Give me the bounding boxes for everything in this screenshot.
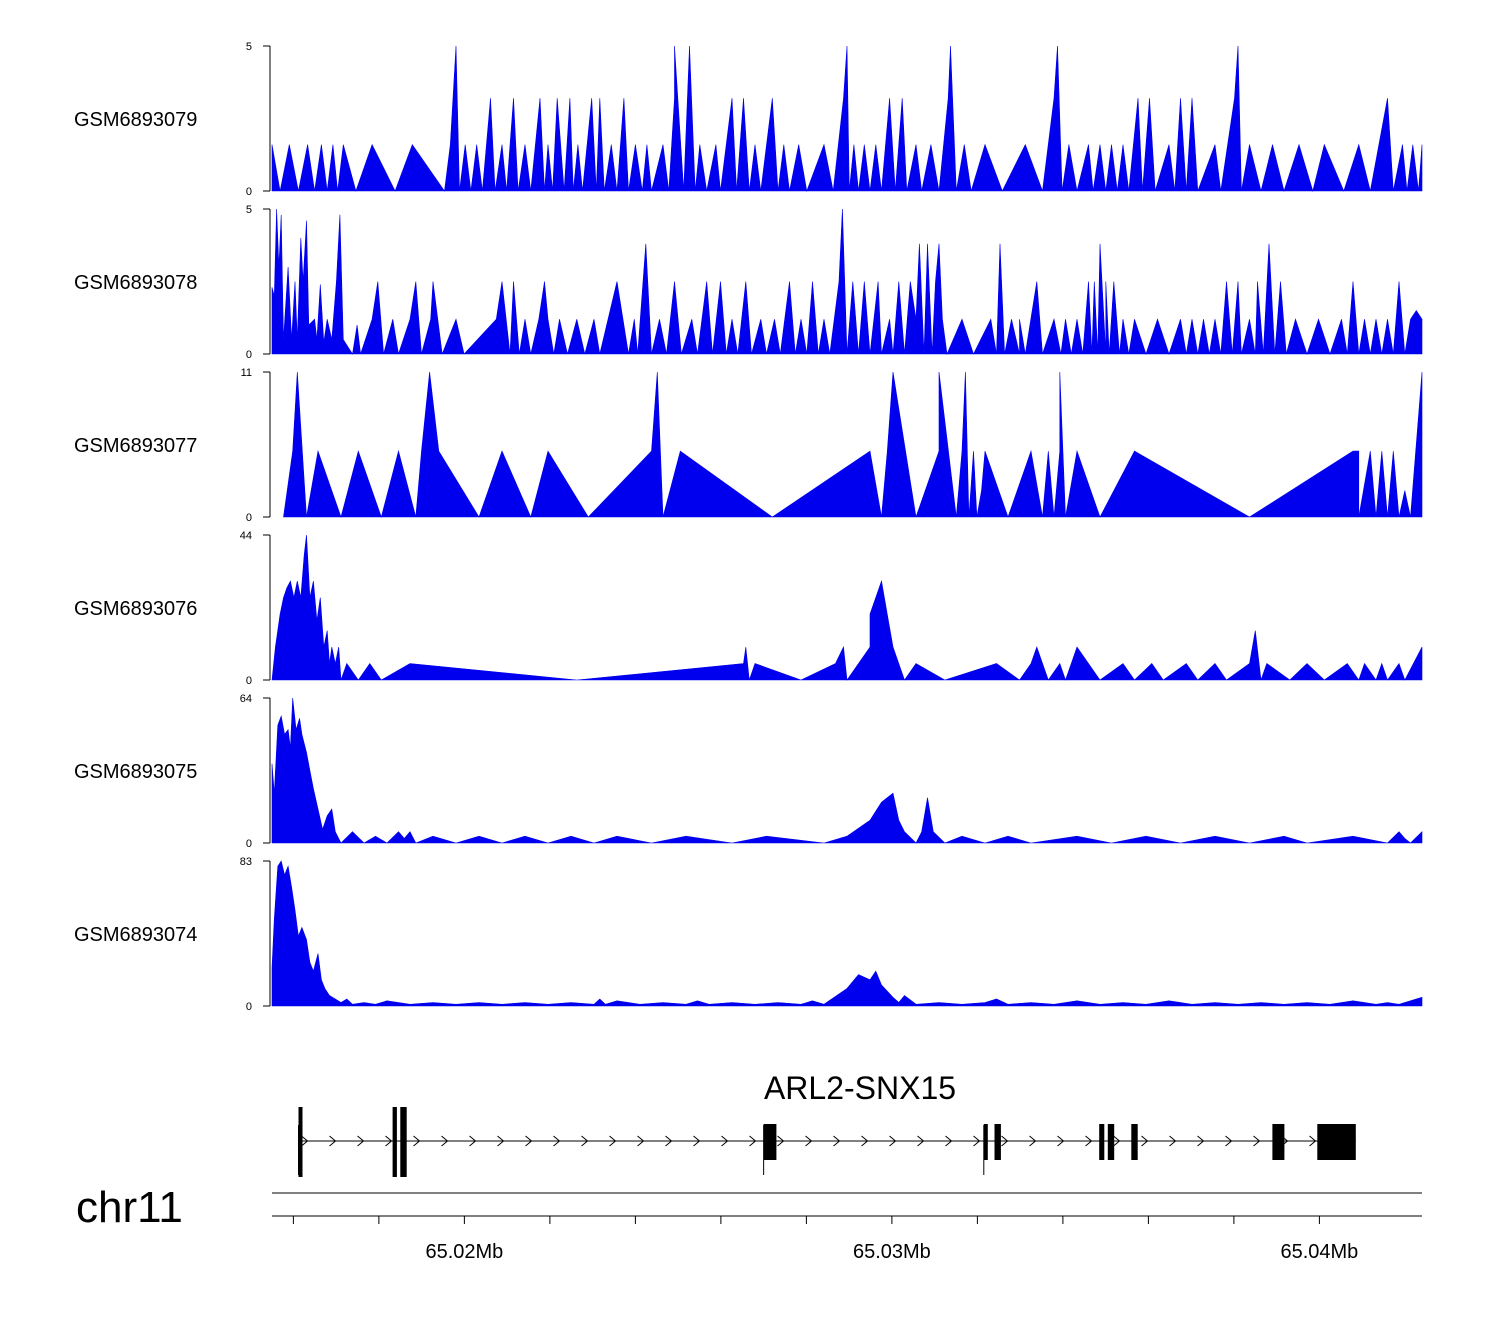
track-label: GSM6893074 — [74, 924, 197, 946]
strand-chevron — [329, 1135, 337, 1147]
strand-chevron — [1225, 1135, 1233, 1147]
exon-block — [1131, 1124, 1138, 1160]
strand-chevron — [413, 1135, 421, 1147]
track-label: GSM6893079 — [74, 109, 197, 131]
x-tick-label: 65.02Mb — [425, 1241, 503, 1263]
coverage-tracks: GSM689307950GSM689307850GSM6893077110GSM… — [74, 41, 1423, 1013]
gene-track: ARL2-SNX15 — [298, 1070, 1356, 1177]
exon-block — [763, 1124, 777, 1160]
exon-block — [400, 1107, 407, 1177]
coverage-area — [283, 371, 1423, 519]
strand-chevron — [693, 1135, 701, 1147]
strand-chevron — [749, 1135, 757, 1147]
coverage-area — [271, 208, 1423, 356]
exon-block — [1272, 1124, 1285, 1160]
exon-block — [1099, 1124, 1105, 1160]
y-tick-label-min: 0 — [246, 186, 252, 198]
track-label: GSM6893078 — [74, 272, 197, 294]
track-label: GSM6893075 — [74, 761, 197, 783]
exon-block — [983, 1124, 988, 1160]
strand-chevron — [973, 1135, 981, 1147]
track-GSM6893076: GSM6893076 44 0 — [74, 530, 1423, 687]
strand-chevron — [1001, 1135, 1009, 1147]
strand-chevron — [497, 1135, 505, 1147]
strand-chevron — [1169, 1135, 1177, 1147]
track-GSM6893074: GSM6893074 83 0 — [74, 856, 1423, 1013]
strand-chevron — [945, 1135, 953, 1147]
strand-chevron — [637, 1135, 645, 1147]
coverage-area — [271, 534, 1423, 681]
y-tick-label-max: 83 — [240, 856, 252, 868]
strand-chevron — [917, 1135, 925, 1147]
genomic-axis: chr11 65.02Mb 65.03Mb 65.04Mb — [76, 1183, 1422, 1263]
strand-chevron — [805, 1135, 813, 1147]
strand-chevron — [721, 1135, 729, 1147]
strand-chevron — [833, 1135, 841, 1147]
y-tick-label-min: 0 — [246, 838, 252, 850]
coverage-area — [271, 860, 1423, 1007]
track-GSM6893077: GSM6893077 11 0 — [74, 367, 1423, 524]
exon-block — [1317, 1124, 1356, 1160]
x-tick-label: 65.04Mb — [1280, 1241, 1358, 1263]
y-tick-label-min: 0 — [246, 512, 252, 524]
track-label: GSM6893077 — [74, 435, 197, 457]
strand-chevron — [1197, 1135, 1205, 1147]
exon-block — [1107, 1124, 1115, 1160]
strand-chevron — [1253, 1135, 1261, 1147]
track-label: GSM6893076 — [74, 598, 197, 620]
strand-chevron — [777, 1135, 785, 1147]
y-tick-label-max: 5 — [246, 204, 252, 216]
exon-block — [298, 1107, 303, 1177]
y-tick-label-max: 44 — [240, 530, 252, 542]
strand-chevron — [357, 1135, 365, 1147]
track-GSM6893075: GSM6893075 64 0 — [74, 693, 1423, 850]
strand-chevron — [301, 1135, 309, 1147]
coverage-area — [271, 45, 1423, 193]
y-tick-label-max: 64 — [240, 693, 252, 705]
strand-chevron — [441, 1135, 449, 1147]
y-tick-label-min: 0 — [246, 349, 252, 361]
strand-chevron — [665, 1135, 673, 1147]
strand-chevron — [1085, 1135, 1093, 1147]
y-tick-label-max: 5 — [246, 41, 252, 53]
strand-chevron — [609, 1135, 617, 1147]
strand-chevron — [889, 1135, 897, 1147]
y-tick-label-min: 0 — [246, 675, 252, 687]
strand-chevron — [1113, 1135, 1121, 1147]
strand-chevron — [385, 1135, 393, 1147]
gene-name-label: ARL2-SNX15 — [764, 1070, 956, 1106]
strand-chevron — [469, 1135, 477, 1147]
coverage-area — [271, 697, 1423, 844]
strand-chevron — [553, 1135, 561, 1147]
strand-chevron — [1309, 1135, 1317, 1147]
exon-block — [994, 1124, 1001, 1160]
strand-chevron — [1029, 1135, 1037, 1147]
strand-chevron — [525, 1135, 533, 1147]
y-tick-label-max: 11 — [241, 367, 252, 379]
exon-block — [392, 1107, 397, 1177]
strand-chevron — [581, 1135, 589, 1147]
track-GSM6893078: GSM6893078 5 0 — [74, 204, 1423, 361]
strand-chevron — [861, 1135, 869, 1147]
x-tick-label: 65.03Mb — [853, 1241, 931, 1263]
y-tick-label-min: 0 — [246, 1001, 252, 1013]
strand-chevron — [1141, 1135, 1149, 1147]
chromosome-label: chr11 — [76, 1183, 183, 1232]
strand-chevron — [1057, 1135, 1065, 1147]
track-GSM6893079: GSM6893079 5 0 — [74, 41, 1423, 198]
